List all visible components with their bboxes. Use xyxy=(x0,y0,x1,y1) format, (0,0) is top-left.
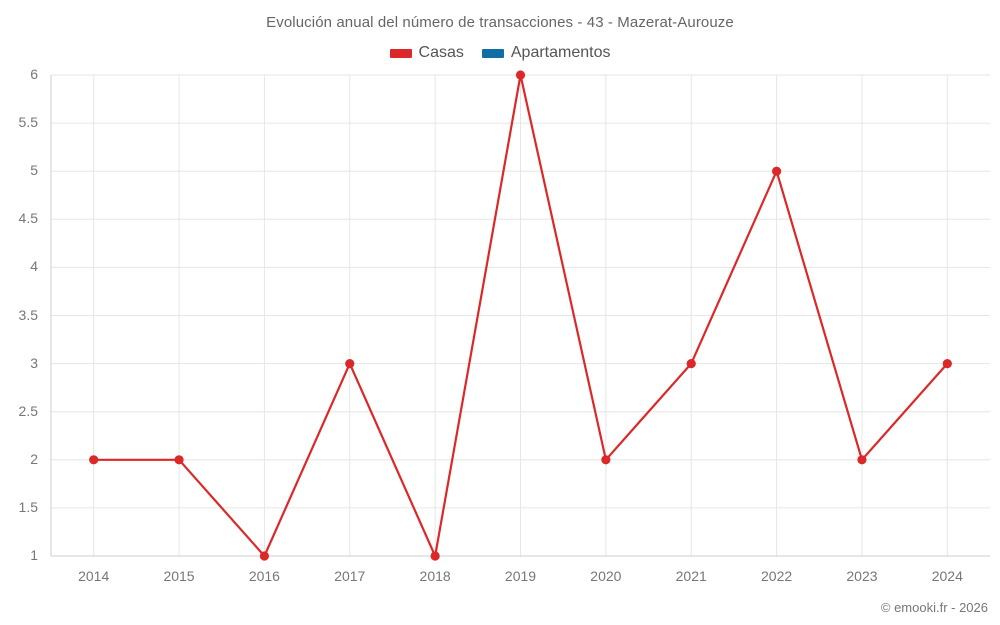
y-axis-tick-label: 3.5 xyxy=(18,306,38,323)
data-point[interactable] xyxy=(259,551,270,561)
data-point[interactable] xyxy=(942,359,952,369)
x-axis-tick-label: 2016 xyxy=(248,568,280,584)
data-point[interactable] xyxy=(601,455,611,465)
data-point[interactable] xyxy=(771,166,782,176)
x-axis-tick-label: 2015 xyxy=(163,568,195,584)
copyright-credit: © emooki.fr - 2026 xyxy=(880,600,988,615)
x-axis-tick-label: 2021 xyxy=(675,568,707,584)
y-axis-tick-label: 5 xyxy=(30,162,38,179)
data-point[interactable] xyxy=(430,551,440,561)
legend-label-casas: Casas xyxy=(418,44,464,61)
data-point[interactable] xyxy=(686,359,696,369)
y-axis-tick-label: 3 xyxy=(30,354,38,371)
y-axis-tick-label: 4 xyxy=(30,258,38,275)
chart-legend: Casas Apartamentos xyxy=(0,44,1000,62)
x-axis-tick-label: 2023 xyxy=(846,568,878,584)
y-axis-tick-label: 2 xyxy=(30,450,38,467)
x-axis-tick-label: 2019 xyxy=(504,568,537,584)
x-axis-tick-label: 2024 xyxy=(931,568,963,584)
chart-title: Evolución anual del número de transaccio… xyxy=(266,14,734,31)
data-point[interactable] xyxy=(89,455,99,465)
data-point[interactable] xyxy=(174,455,184,465)
y-axis-tick-label: 2.5 xyxy=(18,402,38,419)
legend-label-apartamentos: Apartamentos xyxy=(510,44,611,61)
legend-swatch-apartamentos xyxy=(481,48,504,58)
legend-item-casas[interactable]: Casas xyxy=(389,44,464,62)
y-axis-tick-label: 4.5 xyxy=(18,210,38,227)
x-axis-tick-label: 2017 xyxy=(334,568,366,584)
legend-swatch-casas xyxy=(389,48,412,58)
x-axis-tick-label: 2022 xyxy=(761,568,793,584)
legend-item-apartamentos[interactable]: Apartamentos xyxy=(481,44,611,62)
y-axis-tick-label: 6 xyxy=(30,66,38,82)
data-point[interactable] xyxy=(515,70,526,80)
y-axis-tick-label: 1 xyxy=(30,547,38,563)
x-axis-tick-label: 2018 xyxy=(419,568,451,584)
y-axis-tick-label: 5.5 xyxy=(18,114,38,131)
x-axis-tick-label: 2014 xyxy=(78,568,110,584)
data-point[interactable] xyxy=(857,455,867,465)
x-axis-tick-label: 2020 xyxy=(590,568,622,584)
data-point[interactable] xyxy=(345,359,355,369)
y-axis-tick-label: 1.5 xyxy=(18,498,38,515)
